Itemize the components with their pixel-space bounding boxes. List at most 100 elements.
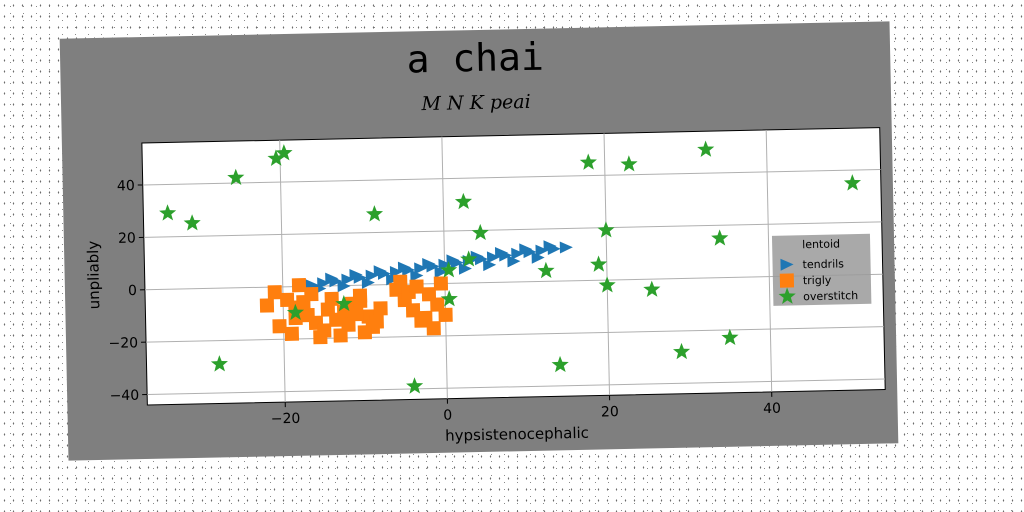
y-tick-label: −40 bbox=[109, 388, 139, 405]
overstitch-point bbox=[440, 290, 458, 307]
overstitch-point bbox=[697, 140, 715, 157]
legend-marker-tendrils bbox=[780, 258, 794, 271]
tendrils-point bbox=[325, 272, 339, 285]
trigly-point bbox=[313, 330, 328, 345]
tendrils-point bbox=[483, 259, 497, 272]
legend-marker-trigly bbox=[779, 273, 795, 288]
trigly-point bbox=[357, 325, 372, 340]
overstitch-point bbox=[440, 261, 458, 278]
y-tick-label: 20 bbox=[118, 231, 136, 247]
series-tendrils bbox=[305, 240, 573, 295]
tendrils-point bbox=[446, 254, 460, 267]
tendrils-point bbox=[470, 250, 484, 263]
overstitch-point bbox=[275, 144, 293, 161]
tendrils-point bbox=[486, 251, 501, 264]
overstitch-point bbox=[267, 149, 285, 166]
tendrils-point bbox=[559, 241, 573, 254]
tendrils-point bbox=[410, 269, 424, 282]
overstitch-point bbox=[597, 221, 615, 238]
y-tick-label: 0 bbox=[128, 283, 137, 299]
overstitch-point bbox=[551, 355, 569, 373]
tendrils-point bbox=[361, 276, 375, 289]
tendrils-point bbox=[337, 280, 351, 293]
legend-item-overstitch: overstitch bbox=[803, 289, 858, 303]
y-gridline bbox=[147, 378, 885, 396]
tendrils-point bbox=[511, 247, 525, 260]
tendrils-point bbox=[535, 244, 549, 257]
overstitch-point bbox=[210, 355, 228, 372]
x-tick-label: 20 bbox=[601, 404, 619, 420]
tendrils-point bbox=[414, 262, 428, 275]
y-tick-label: 40 bbox=[117, 178, 135, 194]
overstitch-point bbox=[673, 342, 691, 360]
tendrils-point bbox=[373, 265, 387, 278]
legend-item-trigly: trigly bbox=[803, 274, 832, 288]
overstitch-point bbox=[159, 204, 177, 221]
trigly-point bbox=[259, 298, 275, 313]
overstitch-point bbox=[590, 255, 608, 272]
tendrils-point bbox=[543, 240, 557, 253]
y-gridline bbox=[143, 221, 882, 238]
tendrils-point bbox=[494, 247, 509, 260]
tendrils-point bbox=[507, 255, 521, 268]
legend: lentoid tendrils trigly overstitch bbox=[771, 233, 872, 306]
y-gridline bbox=[142, 168, 881, 186]
chart-figure: a chai M N K peai −20 0 20 40 −40 −20 0 20 40 hy… bbox=[59, 21, 899, 461]
y-axis-label: unpliably bbox=[84, 240, 103, 309]
tendrils-point bbox=[458, 262, 472, 275]
trigly-point bbox=[438, 307, 453, 323]
overstitch-point bbox=[183, 214, 201, 231]
overstitch-point bbox=[335, 294, 353, 312]
trigly-point bbox=[426, 321, 441, 336]
overstitch-point bbox=[843, 174, 862, 191]
overstitch-point bbox=[721, 328, 739, 346]
overstitch-point bbox=[286, 303, 305, 321]
trigly-point bbox=[349, 306, 364, 322]
tendrils-point bbox=[519, 243, 533, 256]
overstitch-point bbox=[579, 153, 597, 170]
overstitch-point bbox=[711, 229, 729, 246]
tendrils-point bbox=[531, 251, 545, 264]
trigly-point bbox=[352, 293, 368, 309]
x-gridline bbox=[279, 140, 286, 403]
legend-title: lentoid bbox=[802, 237, 840, 251]
x-gridline bbox=[603, 133, 611, 396]
overstitch-point bbox=[537, 261, 555, 279]
tendrils-point bbox=[397, 261, 412, 274]
trigly-point bbox=[433, 276, 449, 291]
overstitch-point bbox=[620, 155, 638, 172]
trigly-point bbox=[291, 278, 307, 293]
x-axis-label: hypsistenocephalic bbox=[445, 424, 589, 445]
tendrils-point bbox=[422, 258, 436, 270]
overstitch-point bbox=[454, 192, 473, 210]
overstitch-point bbox=[643, 280, 661, 297]
y-gridline bbox=[146, 326, 884, 343]
trigly-point bbox=[369, 314, 384, 329]
tendrils-point bbox=[365, 269, 379, 282]
tendrils-point bbox=[434, 266, 448, 279]
trigly-point bbox=[272, 319, 287, 334]
x-tick-label: 40 bbox=[763, 401, 781, 417]
overstitch-point bbox=[471, 223, 489, 241]
overstitch-point bbox=[406, 377, 424, 394]
overstitch-point bbox=[365, 205, 384, 222]
trigly-point bbox=[409, 279, 424, 294]
trigly-point bbox=[324, 291, 339, 307]
data-marks bbox=[159, 140, 862, 394]
y-tick-label: −20 bbox=[108, 335, 138, 352]
x-tick-label: 0 bbox=[443, 408, 452, 424]
chart-canvas: −20 0 20 40 −40 −20 0 20 40 hypsistenocephalic u… bbox=[84, 127, 886, 445]
trigly-point bbox=[267, 285, 282, 300]
overstitch-point bbox=[227, 168, 245, 186]
legend-item-tendrils: tendrils bbox=[802, 257, 844, 271]
series-overstitch bbox=[159, 140, 862, 394]
legend-box bbox=[771, 233, 872, 306]
legend-marker-overstitch bbox=[778, 287, 796, 304]
x-gridline bbox=[765, 129, 773, 392]
trigly-point bbox=[373, 301, 388, 316]
tendrils-point bbox=[386, 273, 400, 286]
tendrils-point bbox=[341, 273, 355, 286]
trigly-point bbox=[304, 286, 319, 302]
axis-ticks: −20 0 20 40 −40 −20 0 20 40 bbox=[108, 178, 781, 427]
trigly-point bbox=[284, 326, 300, 341]
